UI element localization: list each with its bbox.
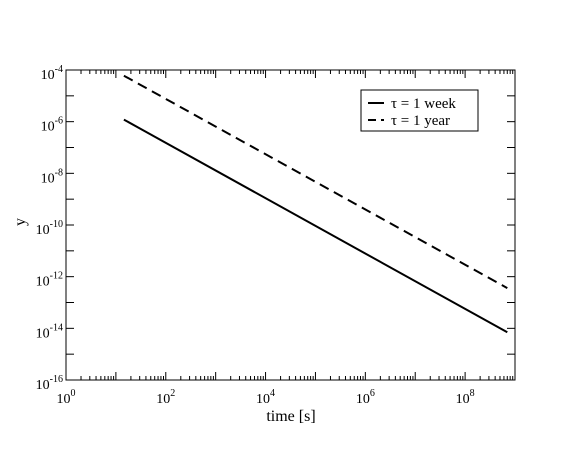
y-tick-label: 10-14 [36,322,63,341]
y-tick-label: 10-12 [36,271,63,290]
legend: τ = 1 week τ = 1 year [360,89,479,132]
x-tick-label: 106 [356,388,375,407]
x-tick-labels: 100 102 104 106 108 [57,388,475,407]
x-tick-label: 102 [156,388,175,407]
y-tick-label: 10-10 [36,219,63,238]
legend-entry-week: τ = 1 week [391,96,456,112]
legend-entry-year: τ = 1 year [391,113,450,129]
series-line-0 [123,118,508,334]
y-tick-label: 10-6 [41,116,63,135]
y-tick-labels: 10-4 10-6 10-8 10-10 10-12 10-14 10-16 [36,64,63,393]
x-tick-label: 108 [456,388,475,407]
y-tick-label: 10-4 [41,64,63,83]
x-axis-label: time [s] [266,408,315,425]
y-tick-label: 10-16 [36,374,63,393]
axis-ticks [65,69,516,381]
series-lines [123,74,508,334]
y-axis-label: y [12,218,29,226]
y-tick-label: 10-8 [41,167,63,186]
series-line-1 [123,74,508,289]
x-tick-label: 104 [256,388,275,407]
x-tick-label: 100 [57,388,76,407]
legend-box [360,89,479,132]
